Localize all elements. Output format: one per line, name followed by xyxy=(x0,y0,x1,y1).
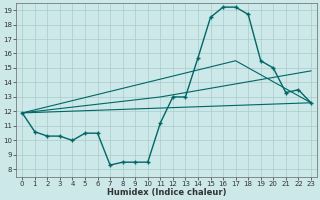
X-axis label: Humidex (Indice chaleur): Humidex (Indice chaleur) xyxy=(107,188,226,197)
